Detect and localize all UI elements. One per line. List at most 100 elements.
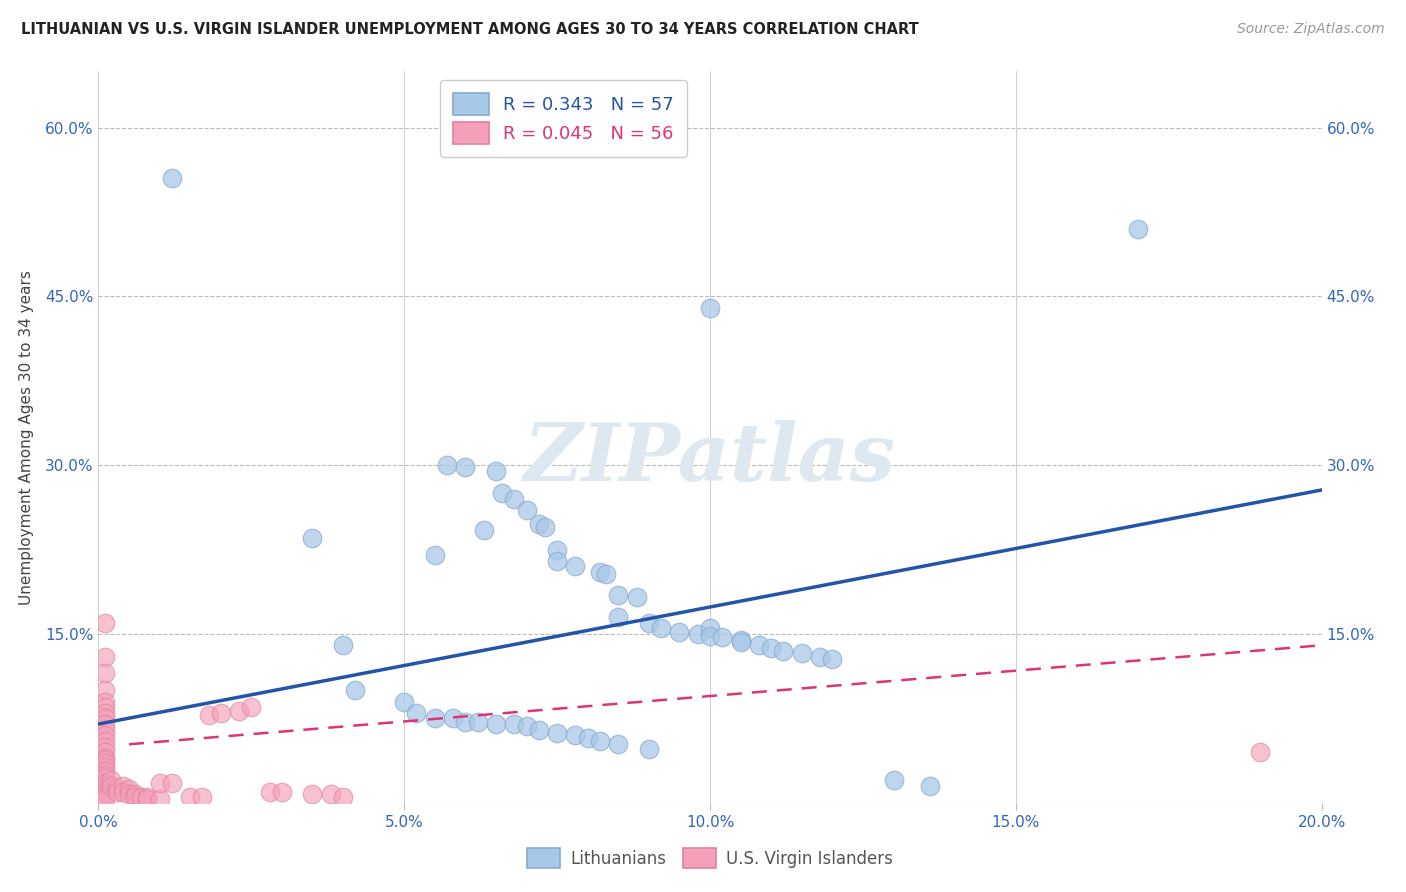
Point — [436, 458, 458, 473]
Point — [124, 790, 146, 805]
Point — [93, 760, 115, 774]
Point — [124, 787, 146, 801]
Y-axis label: Unemployment Among Ages 30 to 34 years: Unemployment Among Ages 30 to 34 years — [18, 269, 34, 605]
Point — [111, 779, 134, 793]
Point — [93, 767, 115, 781]
Point — [93, 615, 115, 630]
Point — [332, 790, 354, 805]
Point — [454, 714, 477, 729]
Point — [589, 565, 612, 579]
Point — [93, 700, 115, 714]
Point — [699, 629, 721, 643]
Point — [699, 301, 721, 315]
Point — [730, 632, 752, 647]
Point — [149, 775, 172, 789]
Point — [240, 700, 263, 714]
Point — [93, 649, 115, 664]
Point — [527, 723, 550, 737]
Point — [93, 771, 115, 785]
Point — [1249, 745, 1271, 759]
Point — [93, 683, 115, 698]
Point — [576, 731, 599, 745]
Point — [607, 737, 630, 751]
Point — [595, 567, 617, 582]
Point — [118, 782, 141, 797]
Point — [149, 792, 172, 806]
Point — [93, 751, 115, 765]
Point — [503, 717, 526, 731]
Point — [485, 717, 508, 731]
Text: ZIPatlas: ZIPatlas — [524, 420, 896, 498]
Point — [472, 524, 495, 538]
Point — [516, 503, 538, 517]
Point — [93, 790, 115, 805]
Point — [699, 621, 721, 635]
Point — [270, 784, 292, 798]
Point — [93, 764, 115, 779]
Point — [564, 728, 586, 742]
Point — [491, 486, 513, 500]
Point — [301, 532, 323, 546]
Point — [93, 694, 115, 708]
Point — [93, 723, 115, 737]
Point — [105, 781, 128, 796]
Point — [392, 694, 416, 708]
Point — [546, 726, 568, 740]
Point — [93, 753, 115, 767]
Point — [105, 784, 128, 798]
Point — [920, 779, 942, 793]
Point — [93, 734, 115, 748]
Point — [93, 784, 115, 798]
Point — [136, 790, 159, 805]
Point — [93, 756, 115, 771]
Point — [423, 711, 446, 725]
Point — [197, 708, 219, 723]
Point — [129, 790, 152, 805]
Point — [405, 706, 427, 720]
Point — [454, 460, 477, 475]
Point — [160, 171, 183, 186]
Point — [626, 590, 648, 604]
Point — [93, 706, 115, 720]
Point — [259, 784, 281, 798]
Point — [93, 787, 115, 801]
Point — [748, 638, 770, 652]
Text: Source: ZipAtlas.com: Source: ZipAtlas.com — [1237, 22, 1385, 37]
Point — [527, 516, 550, 531]
Point — [772, 644, 794, 658]
Point — [503, 491, 526, 506]
Legend: Lithuanians, U.S. Virgin Islanders: Lithuanians, U.S. Virgin Islanders — [520, 841, 900, 875]
Point — [93, 775, 115, 789]
Point — [808, 649, 831, 664]
Point — [1128, 222, 1150, 236]
Point — [637, 741, 661, 756]
Point — [344, 683, 367, 698]
Point — [93, 779, 115, 793]
Point — [668, 624, 690, 639]
Point — [228, 704, 250, 718]
Point — [821, 652, 844, 666]
Point — [179, 790, 201, 805]
Point — [883, 773, 905, 788]
Point — [637, 615, 661, 630]
Point — [790, 646, 813, 660]
Point — [332, 638, 354, 652]
Point — [423, 548, 446, 562]
Point — [441, 711, 464, 725]
Point — [564, 559, 586, 574]
Point — [118, 787, 141, 801]
Point — [209, 706, 232, 720]
Point — [607, 610, 630, 624]
Point — [136, 792, 159, 806]
Point — [93, 666, 115, 681]
Point — [319, 787, 342, 801]
Point — [93, 717, 115, 731]
Point — [546, 542, 568, 557]
Point — [93, 728, 115, 742]
Point — [93, 745, 115, 759]
Point — [650, 621, 672, 635]
Point — [100, 773, 122, 788]
Point — [467, 714, 489, 729]
Point — [301, 787, 323, 801]
Point — [546, 554, 568, 568]
